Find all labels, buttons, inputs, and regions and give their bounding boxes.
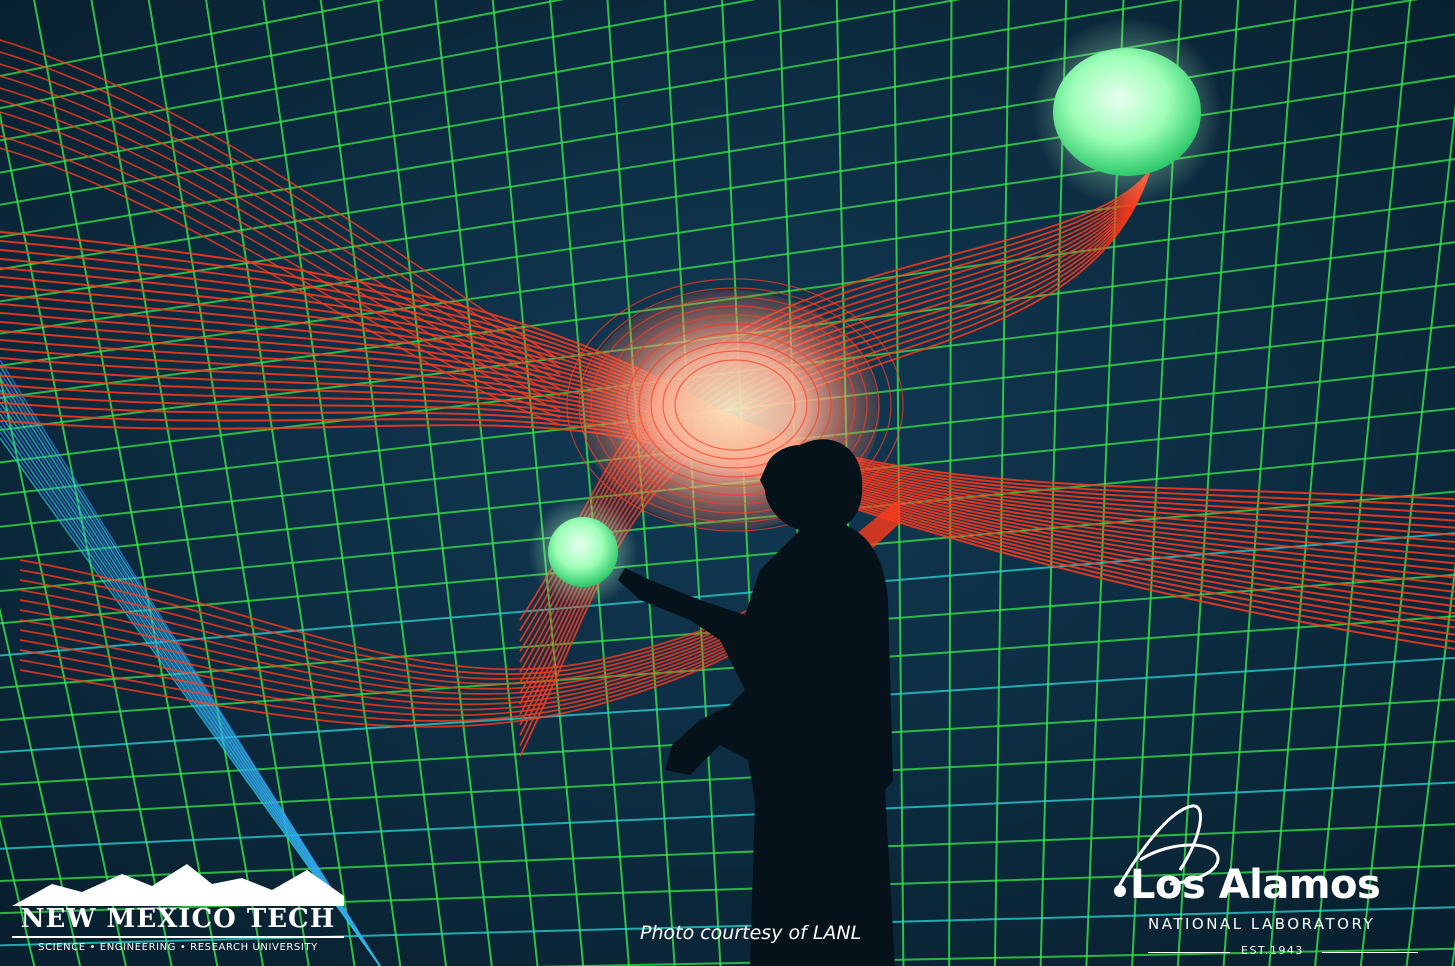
streamline: [0, 135, 561, 419]
grid-line: [0, 0, 386, 78]
lanl-title: Los Alamos: [1130, 862, 1381, 908]
nmt-title: NEW MEXICO TECH: [20, 904, 336, 934]
core-mesh-ring: [626, 323, 844, 487]
lanl-rule-right: [1322, 952, 1418, 953]
mountain-icon: [12, 864, 344, 906]
core-mesh-ring: [590, 296, 880, 514]
grid-line: [0, 781, 1455, 850]
grid-line: [0, 615, 1455, 721]
grid-line: [0, 0, 1182, 206]
grid-line: [262, 0, 402, 966]
streamline: [0, 51, 561, 368]
streamline: [0, 111, 561, 404]
grid-line: [1176, 0, 1240, 966]
atom-orbit-icon: [1116, 804, 1220, 889]
grid-line: [0, 906, 1455, 947]
grid-line: [0, 0, 756, 142]
grid-line: [549, 0, 630, 966]
grid-line: [532, 947, 1455, 966]
core-mesh-ring: [662, 350, 808, 460]
grid-line: [434, 0, 539, 966]
grid-line: [0, 0, 1419, 239]
streamline: [0, 99, 561, 397]
nmt-divider: [12, 936, 344, 938]
grid-line: [1222, 0, 1297, 966]
new-mexico-tech-logo: NEW MEXICO TECH SCIENCE • ENGINEERING • …: [12, 862, 344, 962]
core-mesh-ring: [638, 332, 832, 478]
grid-line: [0, 823, 1455, 882]
grid-line: [0, 0, 565, 110]
streamline: [0, 75, 561, 383]
grid-line: [0, 606, 82, 966]
grid-line: [0, 158, 1455, 367]
los-alamos-logo: Los Alamos NATIONAL LABORATORY EST.1943: [1100, 800, 1430, 962]
core-mesh-ring: [650, 341, 820, 469]
grid-line: [0, 74, 1455, 303]
grid-line: [0, 33, 1455, 271]
small-green-sphere: [548, 517, 618, 587]
grid-line: [1314, 0, 1412, 966]
core-mesh-ring: [566, 278, 904, 532]
grid-line: [0, 0, 961, 174]
grid-line: [491, 0, 585, 966]
grid-line: [1405, 562, 1455, 966]
atom-dot-icon: [1114, 885, 1126, 897]
nmt-subtitle: SCIENCE • ENGINEERING • RESEARCH UNIVERS…: [38, 942, 318, 953]
streamline: [0, 123, 561, 412]
core-mesh-ring: [674, 359, 796, 451]
core-mesh-ring: [614, 314, 856, 496]
grid-line: [1359, 103, 1455, 966]
core-mesh-ring: [602, 305, 868, 505]
streamline: [0, 87, 561, 390]
grid-line: [90, 0, 265, 966]
streamline: [0, 63, 561, 376]
large-green-sphere: [1053, 48, 1201, 176]
grid-line: [0, 372, 127, 966]
lanl-rule-left: [1148, 952, 1230, 953]
grid-line: [33, 0, 219, 966]
streamline: [0, 147, 561, 426]
photo-caption: Photo courtesy of LANL: [640, 922, 862, 944]
lanl-subtitle: NATIONAL LABORATORY: [1148, 915, 1376, 933]
grid-line: [377, 0, 493, 966]
grid-line: [1268, 0, 1354, 966]
grid-line: [205, 0, 356, 966]
streamline: [0, 39, 561, 361]
core-mesh-ring: [578, 287, 892, 523]
lanl-established: EST.1943: [1241, 944, 1304, 957]
person-silhouette: [618, 439, 895, 966]
grid-line: [0, 739, 1455, 818]
